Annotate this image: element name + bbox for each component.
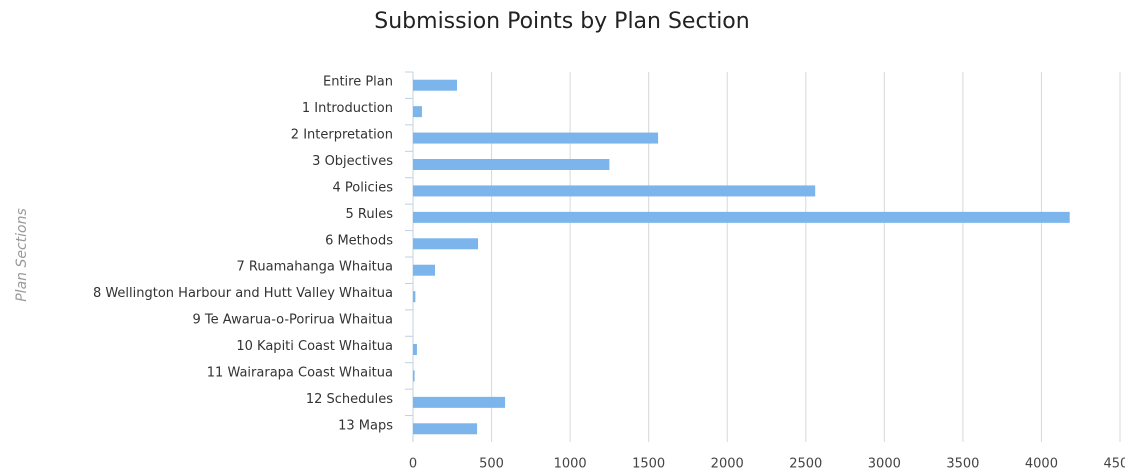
- y-tick-label: 11 Wairarapa Coast Whaitua: [207, 365, 393, 380]
- x-tick-label: 500: [479, 457, 504, 472]
- bar: [413, 106, 422, 118]
- x-tick-label: 3500: [946, 457, 979, 472]
- x-tick-label: 4000: [1025, 457, 1058, 472]
- y-tick-label: Entire Plan: [323, 75, 393, 90]
- y-tick-label: 2 Interpretation: [291, 128, 393, 143]
- y-tick-label: 10 Kapiti Coast Whaitua: [236, 339, 393, 354]
- y-tick-label: 8 Wellington Harbour and Hutt Valley Wha…: [93, 286, 393, 301]
- x-tick-label: 4500: [1103, 457, 1125, 472]
- bar: [413, 370, 415, 382]
- bar: [413, 291, 416, 303]
- y-tick-label: 9 Te Awarua-o-Porirua Whaitua: [192, 313, 393, 328]
- y-tick-label: 5 Rules: [346, 207, 394, 222]
- y-tick-label: 4 Policies: [333, 180, 394, 195]
- y-axis-title: Plan Sections: [14, 208, 30, 302]
- y-tick-label: 6 Methods: [325, 233, 393, 248]
- bar: [413, 396, 506, 408]
- bar: [413, 132, 659, 144]
- y-tick-label: 1 Introduction: [302, 101, 393, 116]
- bar: [413, 344, 417, 355]
- bar: [413, 423, 478, 435]
- bar: [413, 159, 610, 170]
- x-tick-label: 2000: [711, 457, 744, 472]
- bar: [413, 264, 435, 276]
- x-tick-label: 1500: [632, 457, 665, 472]
- y-tick-label: 7 Ruamahanga Whaitua: [237, 260, 393, 275]
- x-tick-label: 2500: [789, 457, 822, 472]
- x-tick-label: 1000: [554, 457, 587, 472]
- x-tick-label: 0: [409, 457, 417, 472]
- y-tick-label: 3 Objectives: [312, 154, 393, 169]
- x-tick-label: 3000: [868, 457, 901, 472]
- y-tick-label: 13 Maps: [338, 418, 393, 433]
- y-tick-label: 12 Schedules: [306, 392, 393, 407]
- chart-title: Submission Points by Plan Section: [374, 9, 749, 34]
- bar: [413, 238, 479, 250]
- bar: [413, 185, 816, 197]
- bar: [413, 79, 457, 91]
- bar: [413, 211, 1070, 223]
